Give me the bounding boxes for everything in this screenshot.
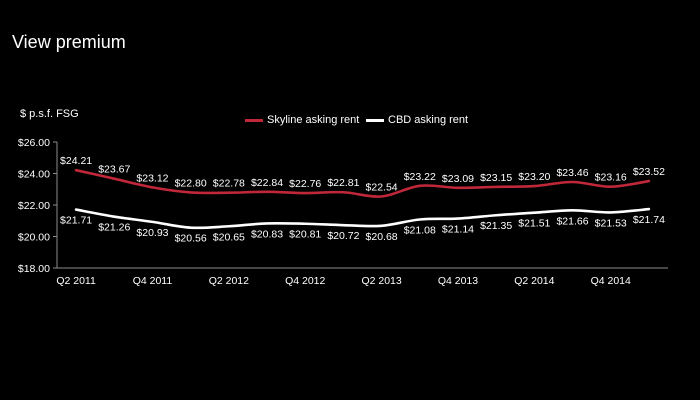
data-label-skyline: $22.78 bbox=[213, 178, 245, 190]
x-tick-label: Q2 2014 bbox=[514, 275, 554, 287]
legend-label-skyline: Skyline asking rent bbox=[267, 114, 360, 126]
chart-legend: Skyline asking rent CBD asking rent bbox=[0, 114, 700, 130]
data-label-cbd: $20.93 bbox=[136, 227, 168, 239]
data-label-skyline: $23.22 bbox=[404, 171, 436, 183]
legend-swatch-skyline bbox=[245, 118, 263, 122]
data-label-skyline: $22.84 bbox=[251, 177, 283, 189]
data-label-cbd: $20.83 bbox=[251, 228, 283, 240]
legend-item-skyline: Skyline asking rent bbox=[245, 114, 359, 126]
data-label-cbd: $20.65 bbox=[213, 231, 245, 243]
y-tick-label: $24.00 bbox=[18, 169, 50, 181]
data-label-skyline: $22.76 bbox=[289, 178, 321, 190]
data-label-cbd: $21.53 bbox=[595, 217, 627, 229]
y-tick-label: $26.00 bbox=[18, 137, 50, 149]
data-label-cbd: $21.35 bbox=[480, 220, 512, 232]
y-tick-label: $18.00 bbox=[18, 263, 50, 275]
series-line-skyline bbox=[74, 168, 651, 198]
data-label-skyline: $22.54 bbox=[366, 181, 398, 193]
x-tick-label: Q4 2012 bbox=[285, 275, 325, 287]
data-label-skyline: $22.81 bbox=[327, 177, 359, 189]
data-label-cbd: $21.51 bbox=[518, 218, 550, 230]
data-label-cbd: $20.68 bbox=[366, 231, 398, 243]
data-label-skyline: $23.15 bbox=[480, 172, 512, 184]
x-tick-label: Q4 2013 bbox=[438, 275, 478, 287]
data-label-cbd: $21.74 bbox=[633, 214, 665, 226]
data-label-cbd: $21.08 bbox=[404, 224, 436, 236]
data-label-skyline: $23.67 bbox=[98, 164, 130, 176]
data-label-skyline: $23.12 bbox=[136, 172, 168, 184]
page-title: View premium bbox=[12, 32, 126, 52]
x-tick-label: Q2 2012 bbox=[209, 275, 249, 287]
data-label-skyline: $24.21 bbox=[60, 155, 92, 167]
data-label-skyline: $22.80 bbox=[175, 177, 207, 189]
data-label-skyline: $23.46 bbox=[556, 167, 588, 179]
y-tick-label: $22.00 bbox=[18, 200, 50, 212]
data-label-cbd: $20.72 bbox=[327, 230, 359, 242]
x-tick-label: Q4 2014 bbox=[591, 275, 631, 287]
data-label-cbd: $20.56 bbox=[175, 233, 207, 245]
series-line-cbd bbox=[74, 207, 651, 230]
data-label-cbd: $21.14 bbox=[442, 224, 474, 236]
legend-item-cbd: CBD asking rent bbox=[366, 114, 468, 126]
y-tick-label: $20.00 bbox=[18, 232, 50, 244]
legend-swatch-cbd bbox=[366, 118, 384, 122]
data-label-skyline: $23.52 bbox=[633, 166, 665, 178]
data-label-cbd: $20.81 bbox=[289, 229, 321, 241]
data-label-skyline: $23.16 bbox=[595, 172, 627, 184]
data-label-cbd: $21.66 bbox=[556, 215, 588, 227]
x-tick-label: Q4 2011 bbox=[133, 275, 173, 287]
legend-label-cbd: CBD asking rent bbox=[388, 114, 469, 126]
data-label-cbd: $21.26 bbox=[98, 222, 130, 234]
x-tick-label: Q2 2013 bbox=[361, 275, 401, 287]
data-label-cbd: $21.71 bbox=[60, 215, 92, 227]
x-tick-label: Q2 2011 bbox=[56, 275, 96, 287]
data-label-skyline: $23.20 bbox=[518, 171, 550, 183]
y-axis-unit-label: $ p.s.f. FSG bbox=[20, 108, 79, 120]
data-label-skyline: $23.09 bbox=[442, 173, 474, 185]
